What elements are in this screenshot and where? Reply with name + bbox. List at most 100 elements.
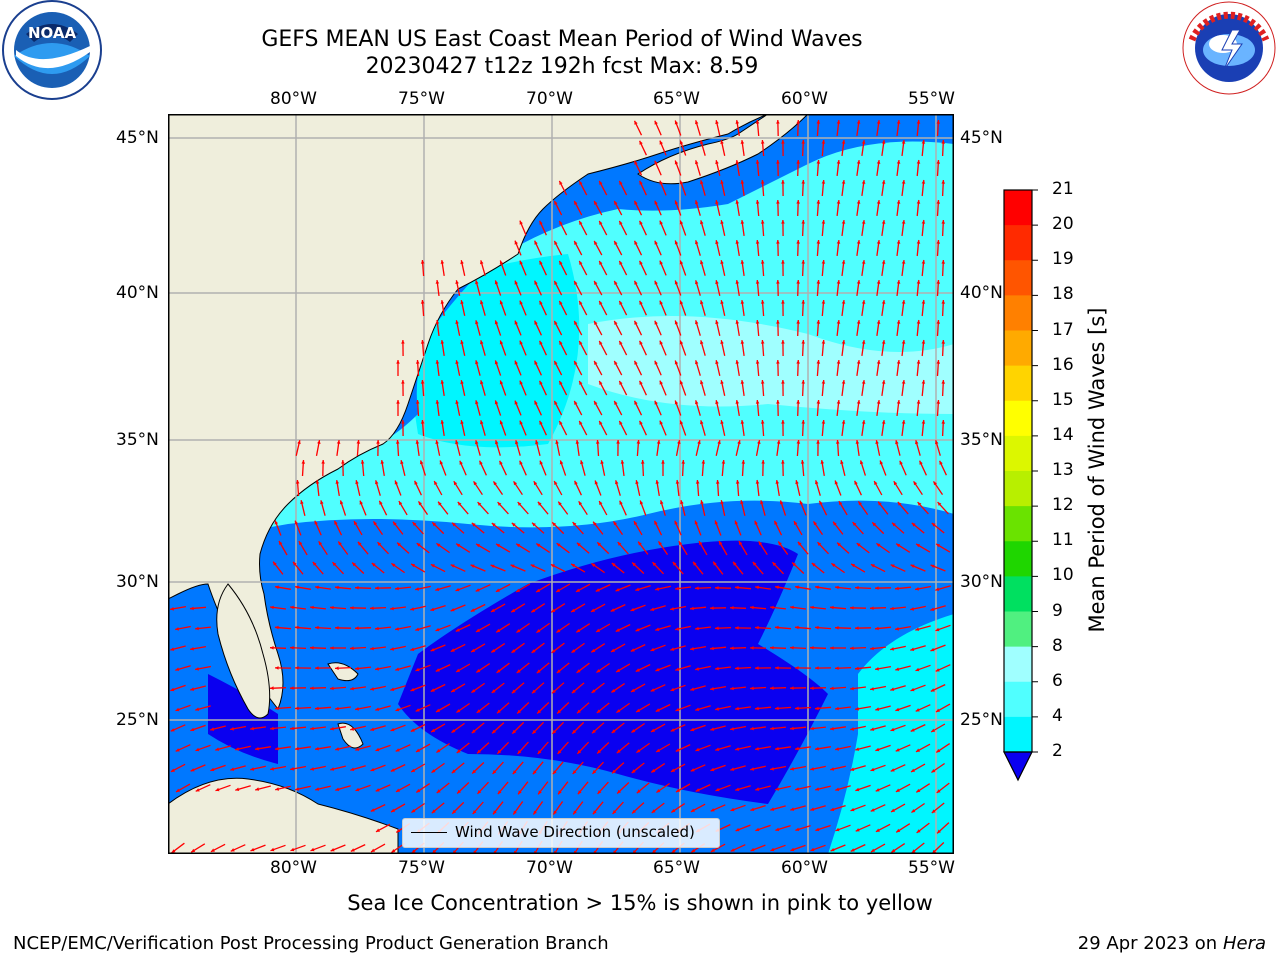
wave-arrow-head — [455, 280, 459, 284]
wave-arrow-head — [355, 707, 359, 711]
wave-arrow-head — [816, 240, 821, 244]
wave-arrow-head — [651, 809, 656, 813]
wave-arrow-head — [775, 827, 780, 832]
wave-arrow-head — [937, 502, 942, 506]
wave-arrow-head — [512, 770, 517, 775]
wave-arrow-head — [519, 420, 523, 425]
wave-arrow-head — [451, 688, 456, 693]
wave-arrow-head — [511, 522, 516, 527]
wave-arrow-head — [519, 220, 523, 225]
wave-arrow-head — [695, 480, 700, 484]
wave-arrow-head — [720, 300, 724, 304]
wave-arrow-head — [476, 628, 480, 632]
wave-arrow-head — [594, 200, 598, 205]
wave-arrow-head — [821, 380, 826, 384]
wave-arrow-head — [456, 543, 461, 548]
wave-arrow-head — [715, 320, 719, 325]
wave-arrow-head — [534, 360, 538, 365]
wave-arrow-head — [816, 440, 820, 444]
wave-arrow-head — [556, 629, 561, 633]
wave-arrow-head — [695, 360, 699, 365]
wave-arrow-head — [391, 808, 395, 812]
wave-arrow-head — [558, 790, 562, 795]
wave-arrow-head — [579, 420, 583, 425]
wave-arrow-head — [891, 848, 896, 853]
wave-arrow-head — [750, 847, 755, 852]
wave-arrow-head — [821, 420, 826, 424]
wave-arrow-head — [910, 607, 914, 611]
wave-arrow-head — [270, 605, 274, 610]
wave-arrow-head — [700, 300, 704, 305]
wave-arrow-head — [594, 400, 598, 405]
wave-arrow-head — [572, 729, 577, 734]
wave-arrow-head — [510, 564, 515, 568]
wave-arrow-head — [370, 646, 374, 651]
wave-arrow-head — [740, 300, 745, 304]
wave-arrow-head — [639, 500, 644, 505]
wave-arrow-head — [476, 543, 481, 548]
wave-arrow-head — [354, 521, 358, 526]
wave-arrow-head — [517, 709, 521, 714]
wave-arrow-head — [836, 160, 841, 164]
wave-arrow-head — [350, 606, 354, 610]
wave-arrow-head — [519, 300, 523, 305]
wave-arrow-head — [896, 400, 901, 404]
wave-arrow-head — [870, 808, 875, 812]
wave-arrow-head — [870, 606, 874, 610]
wave-arrow-head — [910, 728, 915, 732]
map-legend: Wind Wave Direction (unscaled) — [402, 818, 720, 848]
wave-arrow-head — [913, 481, 918, 486]
wave-arrow-head — [841, 260, 846, 264]
lon-label-top-70w: 70°W — [526, 89, 573, 109]
colorbar-tick-label: 18 — [1052, 284, 1074, 305]
wave-arrow-head — [576, 542, 581, 547]
wave-arrow-head — [497, 709, 501, 714]
lat-label-right-35n: 35°N — [960, 430, 1003, 450]
wave-arrow-head — [890, 606, 894, 611]
wave-arrow-head — [695, 747, 700, 752]
wave-arrow-head — [659, 220, 663, 225]
wave-arrow-head — [471, 648, 476, 653]
wave-arrow-head — [533, 481, 538, 486]
wave-arrow-head — [735, 787, 740, 791]
wave-arrow-head — [310, 847, 315, 852]
wave-arrow-head — [396, 828, 401, 833]
wave-arrow-head — [757, 440, 761, 444]
wave-arrow-head — [931, 728, 936, 732]
wave-arrow-head — [255, 787, 260, 791]
wave-arrow-head — [595, 440, 600, 444]
wave-arrow-head — [334, 520, 338, 525]
wave-arrow-head — [440, 380, 445, 384]
wave-arrow-head — [435, 360, 440, 364]
wave-arrow-head — [655, 667, 660, 672]
wave-arrow-head — [631, 729, 636, 733]
wave-arrow-head — [881, 260, 886, 264]
wave-arrow-head — [730, 848, 735, 852]
wave-arrow-head — [941, 420, 946, 424]
wave-arrow-head — [897, 501, 902, 506]
wave-arrow-head — [435, 627, 440, 632]
wave-arrow-head — [480, 380, 484, 385]
wave-arrow-head — [799, 500, 803, 505]
wave-arrow-head — [391, 849, 396, 853]
wave-arrow-head — [815, 827, 820, 832]
wave-arrow-head — [655, 480, 660, 484]
wave-arrow-head — [916, 120, 921, 124]
wave-arrow-head — [592, 769, 597, 774]
wave-arrow-head — [634, 521, 638, 525]
wave-arrow-head — [710, 848, 715, 852]
wave-arrow-head — [810, 767, 814, 771]
wave-arrow-head — [539, 300, 543, 305]
wave-arrow-head — [572, 770, 577, 774]
wave-arrow-head — [713, 561, 717, 566]
map-panel — [168, 114, 954, 854]
wave-arrow-head — [210, 727, 215, 731]
wave-arrow-head — [915, 440, 919, 445]
colorbar-segment — [1004, 611, 1032, 648]
wave-arrow-head — [455, 628, 460, 632]
wave-arrow-head — [876, 320, 881, 324]
wave-arrow-head — [290, 646, 294, 650]
wave-arrow-head — [775, 480, 780, 484]
wave-arrow-head — [775, 585, 779, 590]
wave-arrow-head — [335, 585, 339, 590]
